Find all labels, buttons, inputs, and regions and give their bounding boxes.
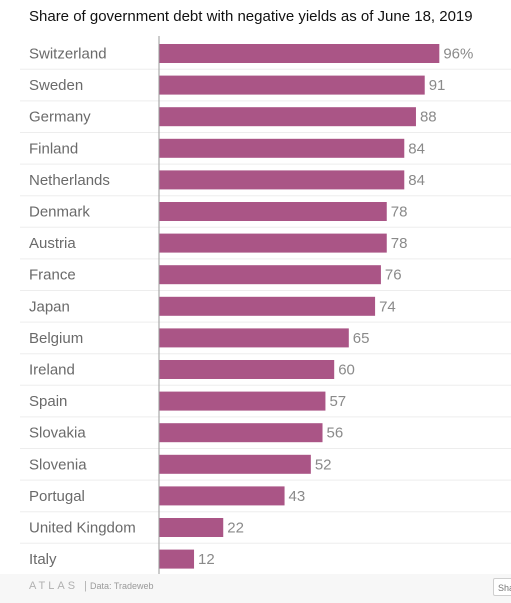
bar[interactable] (159, 233, 387, 253)
category-label: Italy (29, 551, 57, 568)
category-label: Germany (29, 109, 91, 126)
share-button[interactable]: Share (493, 578, 511, 596)
value-label: 84 (408, 140, 425, 157)
value-label: 52 (315, 456, 332, 473)
value-label: 57 (329, 393, 346, 410)
bar[interactable] (159, 518, 224, 537)
bar-chart: Switzerland 96% Sweden 91 Germany 88 Finland 84… (20, 36, 511, 574)
bar[interactable] (159, 328, 349, 348)
bar[interactable] (159, 549, 195, 569)
category-label: Slovakia (29, 425, 86, 442)
category-label: Japan (29, 298, 70, 315)
bar[interactable] (159, 486, 285, 506)
value-label: 78 (391, 235, 408, 252)
source-note: Data: Tradeweb (90, 581, 154, 591)
value-label: 56 (327, 425, 344, 442)
chart-footer: ATLAS | Data: Tradeweb Share (0, 574, 511, 603)
bar[interactable] (159, 75, 425, 95)
category-label: Finland (29, 140, 78, 157)
bar[interactable] (159, 423, 323, 443)
value-label: 43 (289, 488, 306, 505)
category-label: Switzerland (29, 46, 107, 63)
bar[interactable] (159, 391, 326, 411)
category-label: Ireland (29, 362, 75, 379)
category-label: Sweden (29, 77, 83, 94)
value-label: 76 (385, 267, 402, 284)
bar[interactable] (159, 44, 440, 63)
bar[interactable] (159, 454, 311, 474)
category-label: United Kingdom (29, 520, 136, 537)
value-label: 60 (338, 362, 355, 379)
bar[interactable] (159, 265, 381, 285)
bar[interactable] (159, 296, 376, 316)
value-label: 96% (443, 46, 473, 63)
value-label: 74 (379, 298, 396, 315)
bar[interactable] (159, 360, 335, 379)
category-label: France (29, 267, 76, 284)
value-label: 91 (429, 77, 446, 94)
category-label: Slovenia (29, 456, 87, 473)
value-label: 12 (198, 551, 215, 568)
chart-title: Share of government debt with negative y… (29, 8, 473, 25)
bar[interactable] (159, 138, 405, 158)
bar[interactable] (159, 107, 416, 127)
bar[interactable] (159, 170, 405, 190)
category-label: Portugal (29, 488, 85, 505)
category-label: Netherlands (29, 172, 110, 189)
category-label: Austria (29, 235, 76, 252)
value-label: 78 (391, 204, 408, 221)
value-label: 88 (420, 109, 437, 126)
category-label: Belgium (29, 330, 83, 347)
category-label: Denmark (29, 204, 90, 221)
footer-separator: | (84, 580, 87, 592)
bar[interactable] (159, 202, 387, 221)
category-label: Spain (29, 393, 67, 410)
atlas-logo[interactable]: ATLAS (29, 580, 79, 592)
value-label: 84 (408, 172, 425, 189)
value-label: 65 (353, 330, 370, 347)
value-label: 22 (227, 520, 244, 537)
